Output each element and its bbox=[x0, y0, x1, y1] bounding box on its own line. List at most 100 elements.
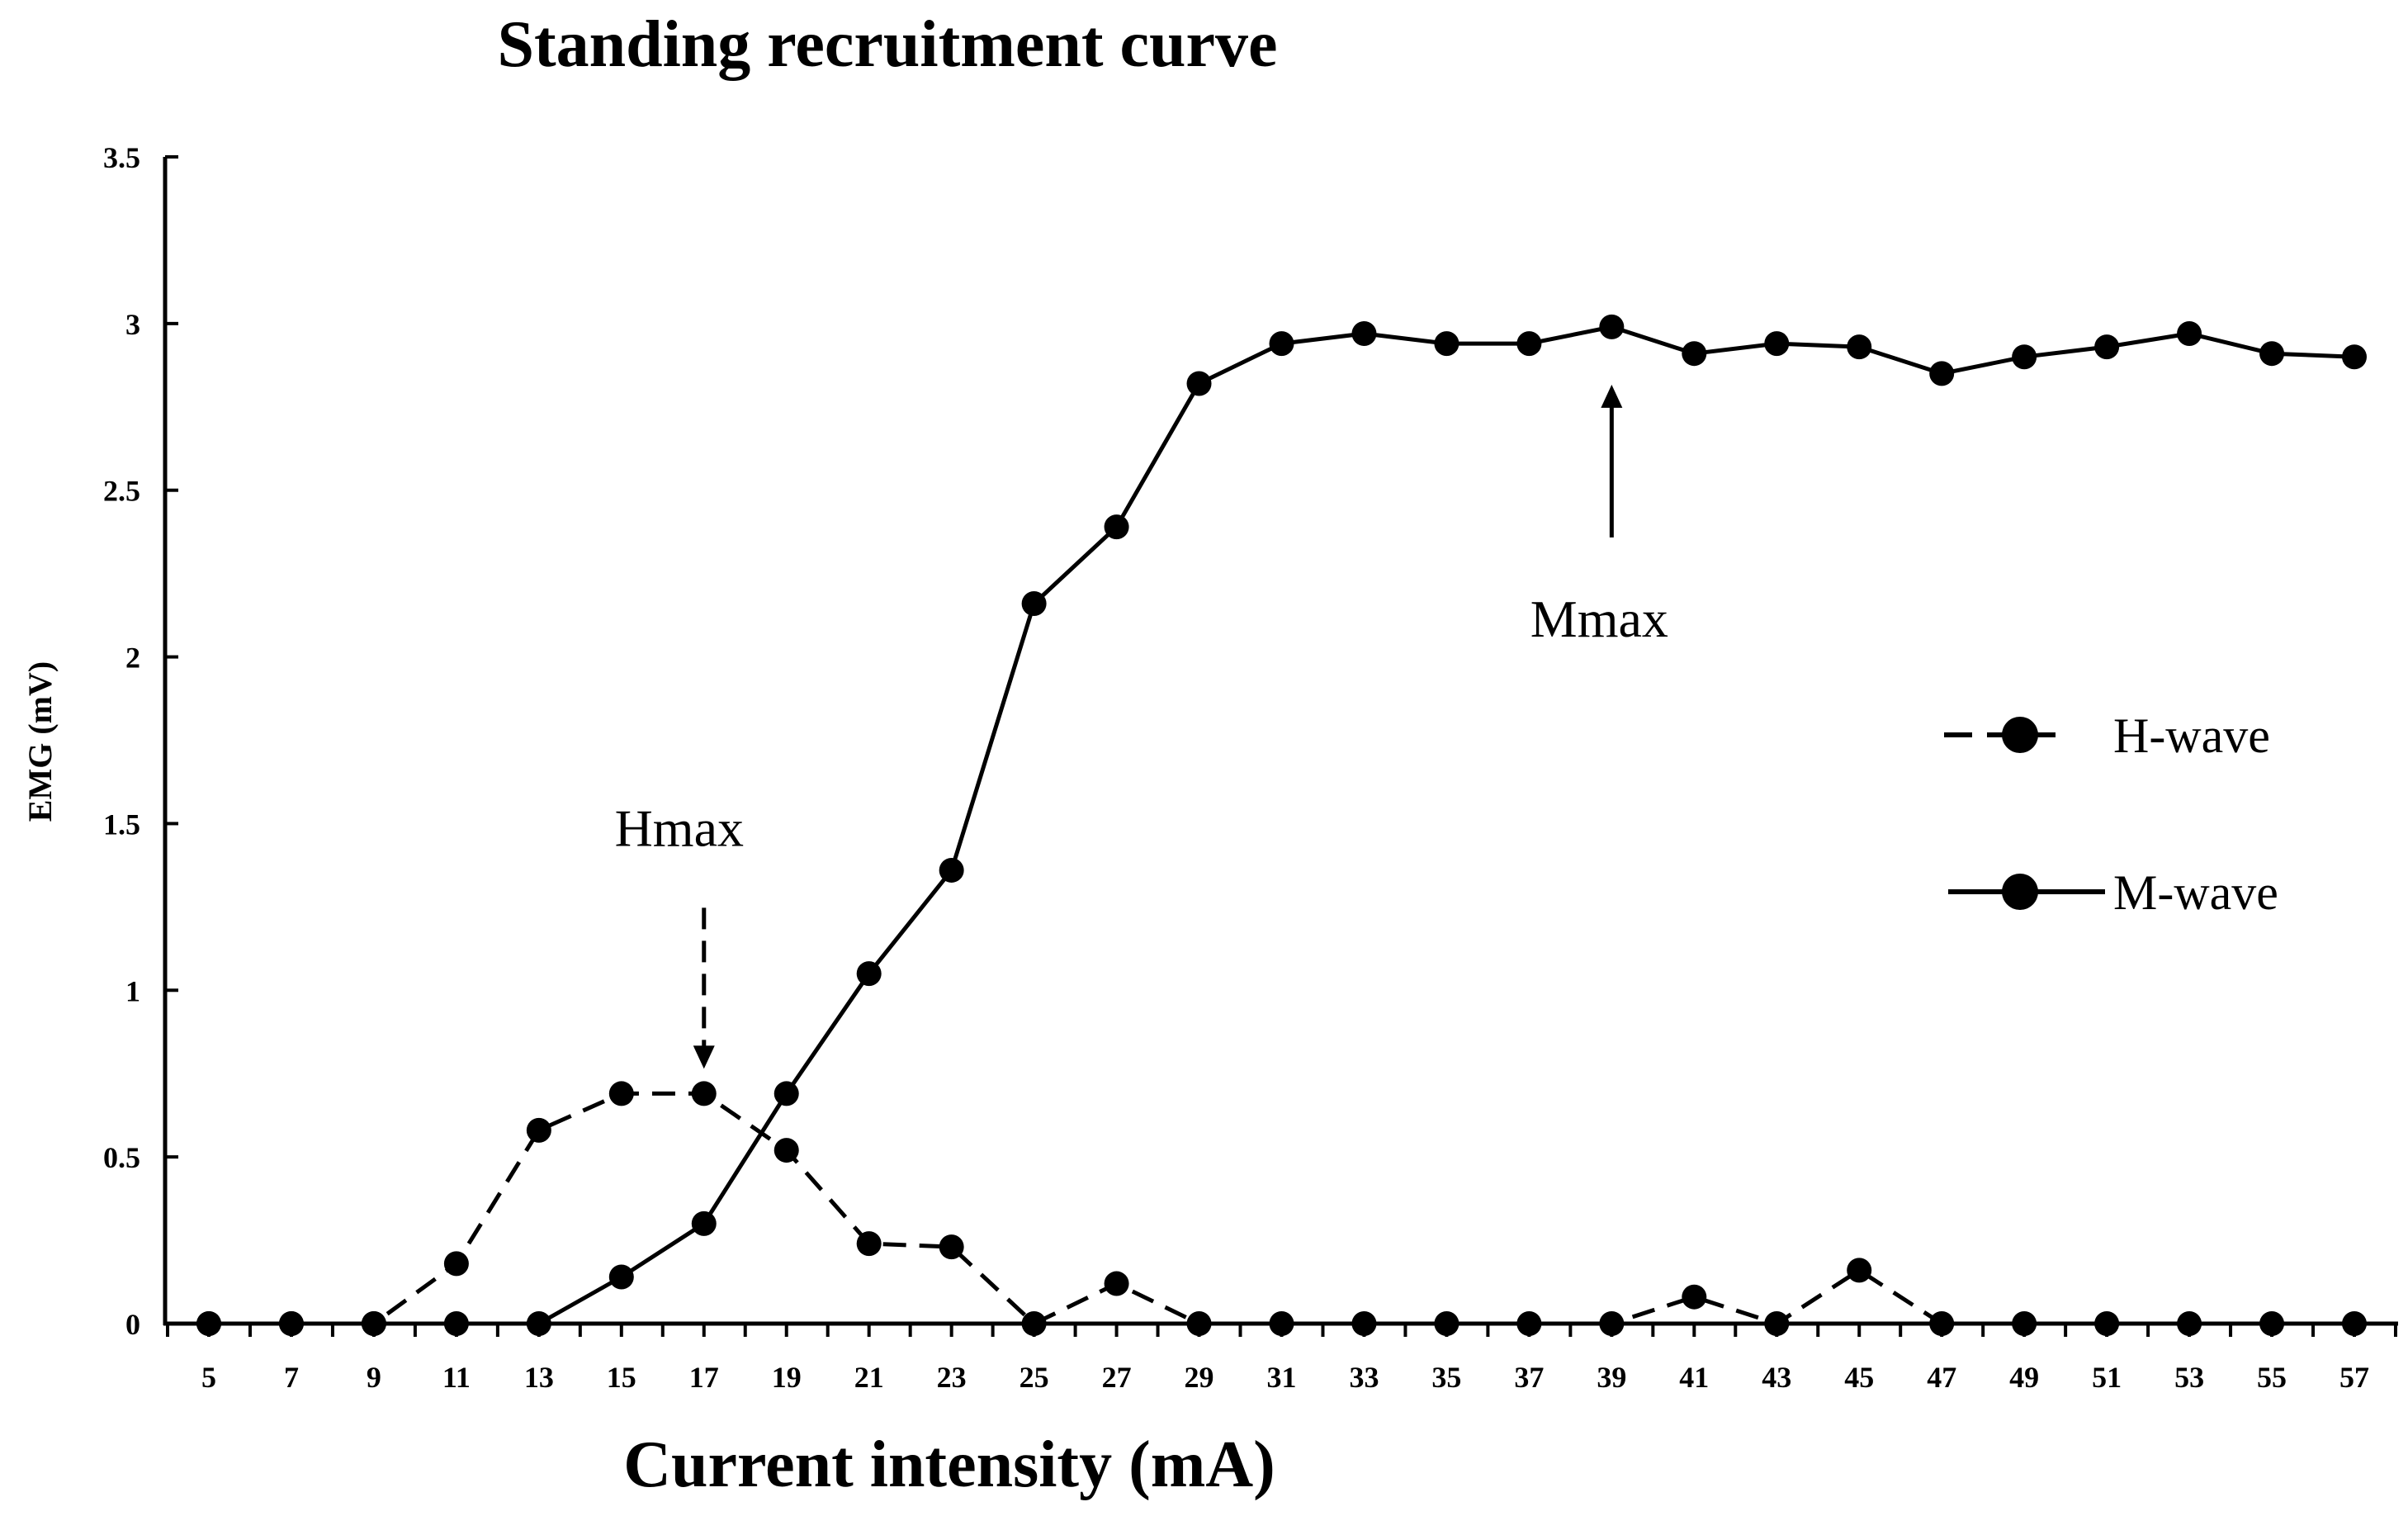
y-tick-label: 3.5 bbox=[103, 141, 140, 174]
x-tick-label: 21 bbox=[854, 1361, 884, 1394]
legend-label: M-wave bbox=[2113, 865, 2278, 920]
x-tick-label: 25 bbox=[1019, 1361, 1049, 1394]
x-tick-label: 27 bbox=[1102, 1361, 1132, 1394]
data-point bbox=[2094, 1311, 2120, 1336]
data-point bbox=[2259, 341, 2285, 367]
data-point bbox=[608, 1264, 634, 1290]
ticks: 00.511.522.533.55 7 9 11 13 15 17 19 21 23 25 27 29 3… bbox=[103, 141, 2397, 1394]
x-tick-label: 43 bbox=[1762, 1361, 1791, 1394]
chart-title: Standing recruitment curve bbox=[497, 8, 1277, 81]
x-tick-label: 41 bbox=[1679, 1361, 1709, 1394]
x-tick-label: 55 bbox=[2257, 1361, 2287, 1394]
y-tick-label: 0.5 bbox=[103, 1141, 140, 1174]
data-point bbox=[1269, 331, 1294, 357]
legend-item-m-wave: M-wave bbox=[1948, 865, 2278, 920]
data-point bbox=[1682, 1284, 1707, 1310]
data-point bbox=[1929, 1311, 1955, 1336]
data-point bbox=[1682, 341, 1707, 367]
y-tick-label: 1.5 bbox=[103, 808, 140, 841]
x-tick-label: 45 bbox=[1844, 1361, 1874, 1394]
x-tick-label: 57 bbox=[2339, 1361, 2369, 1394]
data-point bbox=[1186, 1311, 1212, 1336]
data-point bbox=[856, 961, 882, 987]
data-point bbox=[1269, 1311, 1294, 1336]
data-point bbox=[939, 1234, 964, 1260]
x-tick-label: 11 bbox=[442, 1361, 471, 1394]
data-point bbox=[1186, 371, 1212, 396]
annotation-label: Hmax bbox=[615, 798, 744, 857]
y-tick-label: 0 bbox=[125, 1308, 140, 1341]
data-point bbox=[856, 1231, 882, 1257]
x-tick-label: 17 bbox=[689, 1361, 719, 1394]
series-line bbox=[209, 325, 2355, 1326]
x-tick-label: 37 bbox=[1514, 1361, 1544, 1394]
x-tick-label: 53 bbox=[2174, 1361, 2204, 1394]
data-point bbox=[1434, 331, 1459, 357]
data-point bbox=[1847, 1258, 1872, 1283]
data-point bbox=[1929, 361, 1955, 386]
data-point bbox=[1764, 1311, 1790, 1336]
x-tick-label: 5 bbox=[201, 1361, 216, 1394]
arrowhead-icon bbox=[1601, 384, 1623, 408]
annotation-mmax: Mmax bbox=[1530, 384, 1668, 648]
data-point bbox=[1021, 590, 1047, 616]
data-point bbox=[608, 1081, 634, 1106]
series-h-wave bbox=[196, 1081, 2367, 1336]
legend-marker bbox=[2002, 874, 2038, 910]
series-m-wave bbox=[196, 314, 2367, 1336]
data-point bbox=[1599, 1311, 1625, 1336]
data-point bbox=[1351, 1311, 1377, 1336]
data-point bbox=[278, 1311, 304, 1336]
data-point bbox=[1104, 514, 1129, 540]
annotations: Hmax Mmax bbox=[615, 384, 1668, 1069]
data-point bbox=[1516, 331, 1542, 357]
y-axis-label: EMG (mV) bbox=[21, 661, 59, 822]
data-point bbox=[773, 1081, 799, 1106]
x-tick-label: 19 bbox=[772, 1361, 802, 1394]
data-point bbox=[1516, 1311, 1542, 1336]
data-point bbox=[2342, 344, 2367, 370]
legend-label: H-wave bbox=[2113, 708, 2270, 763]
x-tick-label: 23 bbox=[937, 1361, 967, 1394]
data-point bbox=[1021, 1311, 1047, 1336]
x-axis-label: Current intensity (mA) bbox=[623, 1428, 1275, 1501]
legend-item-h-wave: H-wave bbox=[1944, 708, 2270, 763]
x-tick-label: 13 bbox=[524, 1361, 554, 1394]
data-point bbox=[2342, 1311, 2367, 1336]
data-point bbox=[526, 1117, 551, 1143]
y-tick-label: 1 bbox=[125, 974, 140, 1007]
data-point bbox=[2012, 344, 2037, 370]
data-point bbox=[1104, 1271, 1129, 1296]
y-tick-label: 2.5 bbox=[103, 475, 140, 508]
y-tick-label: 3 bbox=[125, 308, 140, 341]
series-layer bbox=[196, 314, 2367, 1336]
arrowhead-icon bbox=[693, 1045, 715, 1069]
x-tick-label: 33 bbox=[1349, 1361, 1379, 1394]
data-point bbox=[361, 1311, 386, 1336]
data-point bbox=[773, 1138, 799, 1163]
data-point bbox=[196, 1311, 221, 1336]
x-tick-label: 35 bbox=[1431, 1361, 1461, 1394]
data-point bbox=[2094, 334, 2120, 360]
x-tick-label: 9 bbox=[367, 1361, 381, 1394]
data-point bbox=[691, 1081, 717, 1106]
x-tick-label: 29 bbox=[1185, 1361, 1214, 1394]
data-point bbox=[1847, 334, 1872, 360]
data-point bbox=[2012, 1311, 2037, 1336]
y-tick-label: 2 bbox=[125, 642, 140, 675]
x-tick-label: 49 bbox=[2009, 1361, 2039, 1394]
data-point bbox=[691, 1210, 717, 1236]
x-tick-label: 39 bbox=[1597, 1361, 1626, 1394]
legend: H-wave M-wave bbox=[1944, 708, 2278, 920]
x-tick-label: 15 bbox=[607, 1361, 636, 1394]
data-point bbox=[2259, 1311, 2285, 1336]
x-tick-label: 51 bbox=[2092, 1361, 2122, 1394]
x-tick-label: 31 bbox=[1267, 1361, 1297, 1394]
data-point bbox=[2177, 320, 2202, 346]
data-point bbox=[2177, 1311, 2202, 1336]
data-point bbox=[939, 857, 964, 883]
x-tick-label: 7 bbox=[284, 1361, 299, 1394]
annotation-hmax: Hmax bbox=[615, 798, 744, 1069]
data-point bbox=[1434, 1311, 1459, 1336]
